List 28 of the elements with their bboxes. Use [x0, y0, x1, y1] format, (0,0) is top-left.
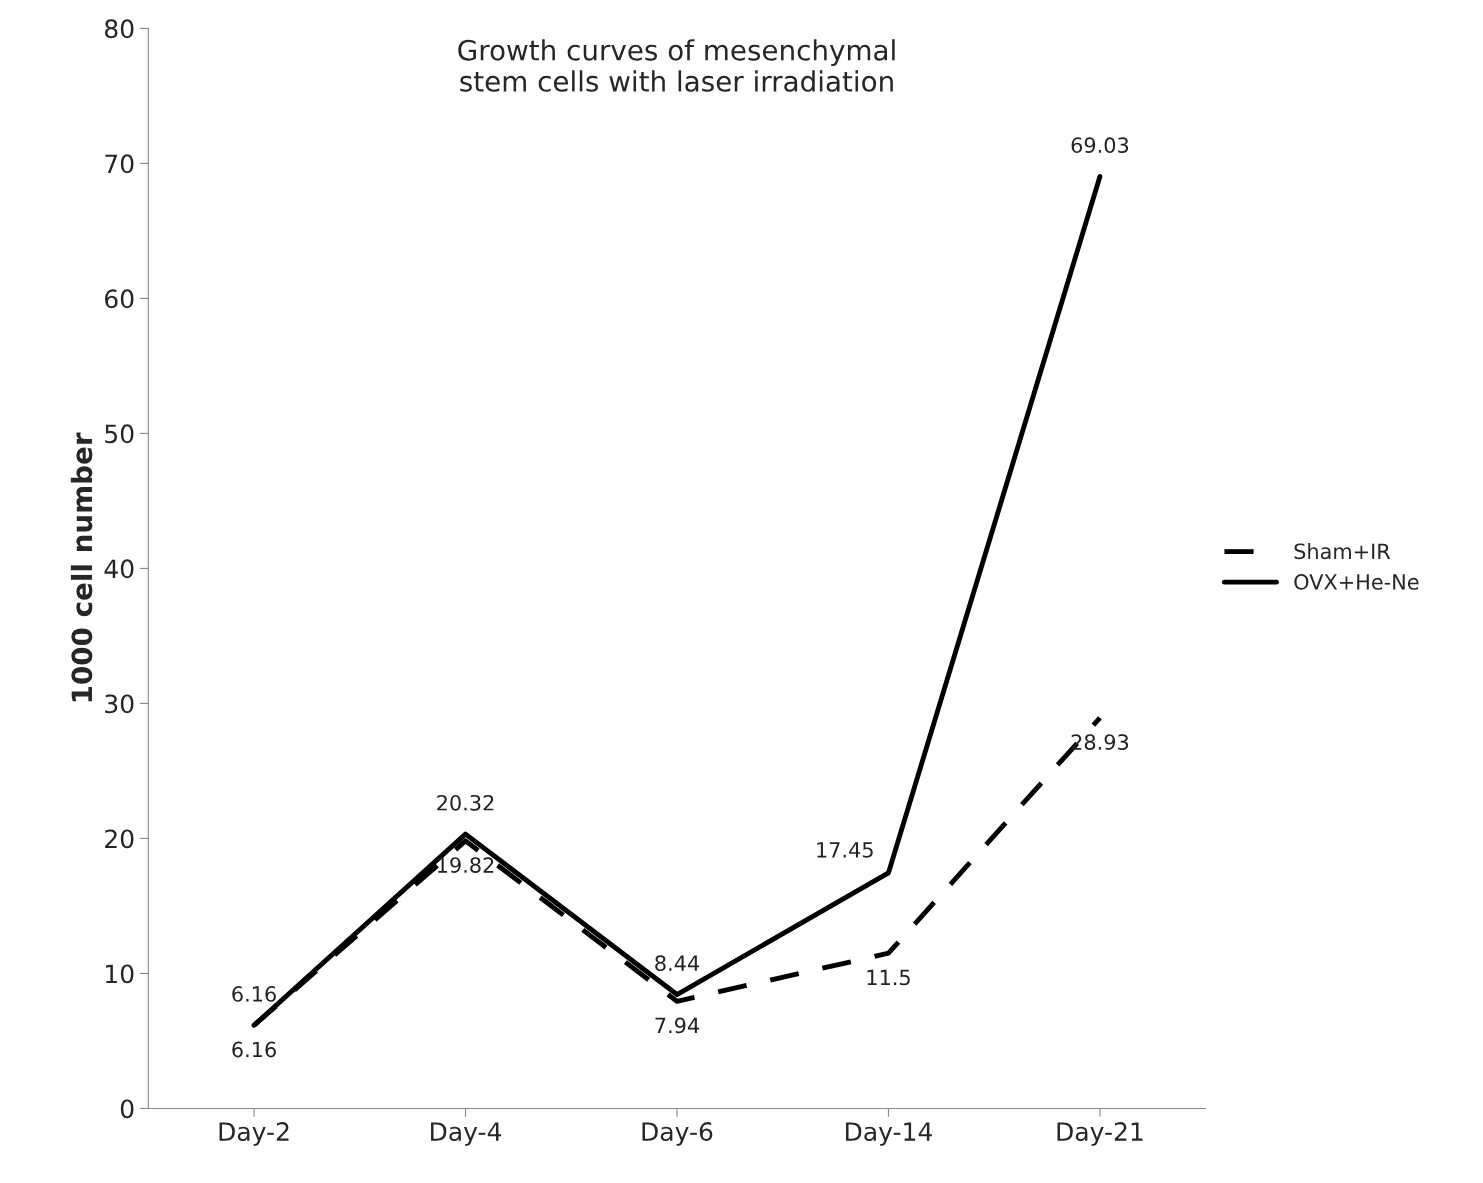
y-tick-label: 50	[105, 424, 134, 444]
y-tick-label: 40	[104, 559, 134, 579]
y-tick-label: 0	[120, 1099, 134, 1119]
text: Growth curves of mesenchymal stem cells with laser irradiation	[458, 39, 895, 92]
x-tick-label: Day-4	[431, 1122, 502, 1146]
y-tick-label: 80	[104, 19, 134, 39]
data-label: 28.93	[1071, 734, 1129, 750]
data-label: 20.32	[437, 794, 494, 811]
data-label: 6.16	[232, 1041, 276, 1058]
y-tick-label: 70	[105, 154, 134, 174]
x-tick-label: Day-2	[219, 1122, 289, 1146]
data-label: 8.44	[655, 955, 700, 972]
data-label: 19.82	[437, 857, 494, 873]
y-tick-label: 10	[106, 964, 134, 984]
legend-label: Sham+IR	[1294, 543, 1391, 560]
y-tick-label: 20	[105, 829, 134, 849]
data-label: 7.94	[655, 1017, 700, 1034]
data-label: 69.03	[1071, 137, 1129, 154]
legend-label: OVX+He-Ne	[1294, 574, 1419, 590]
y-axis-title: 1000 cell number	[70, 432, 93, 702]
data-label: 6.16	[232, 986, 276, 1002]
x-tick-label: Day-21	[1057, 1122, 1143, 1146]
data-label: 11.5	[867, 969, 910, 986]
y-tick-label: 30	[105, 694, 134, 714]
x-tick-label: Day-14	[846, 1122, 932, 1146]
data-label: 17.45	[817, 842, 873, 858]
y-tick-label: 60	[105, 289, 134, 309]
x-tick-label: Day-6	[642, 1122, 713, 1146]
